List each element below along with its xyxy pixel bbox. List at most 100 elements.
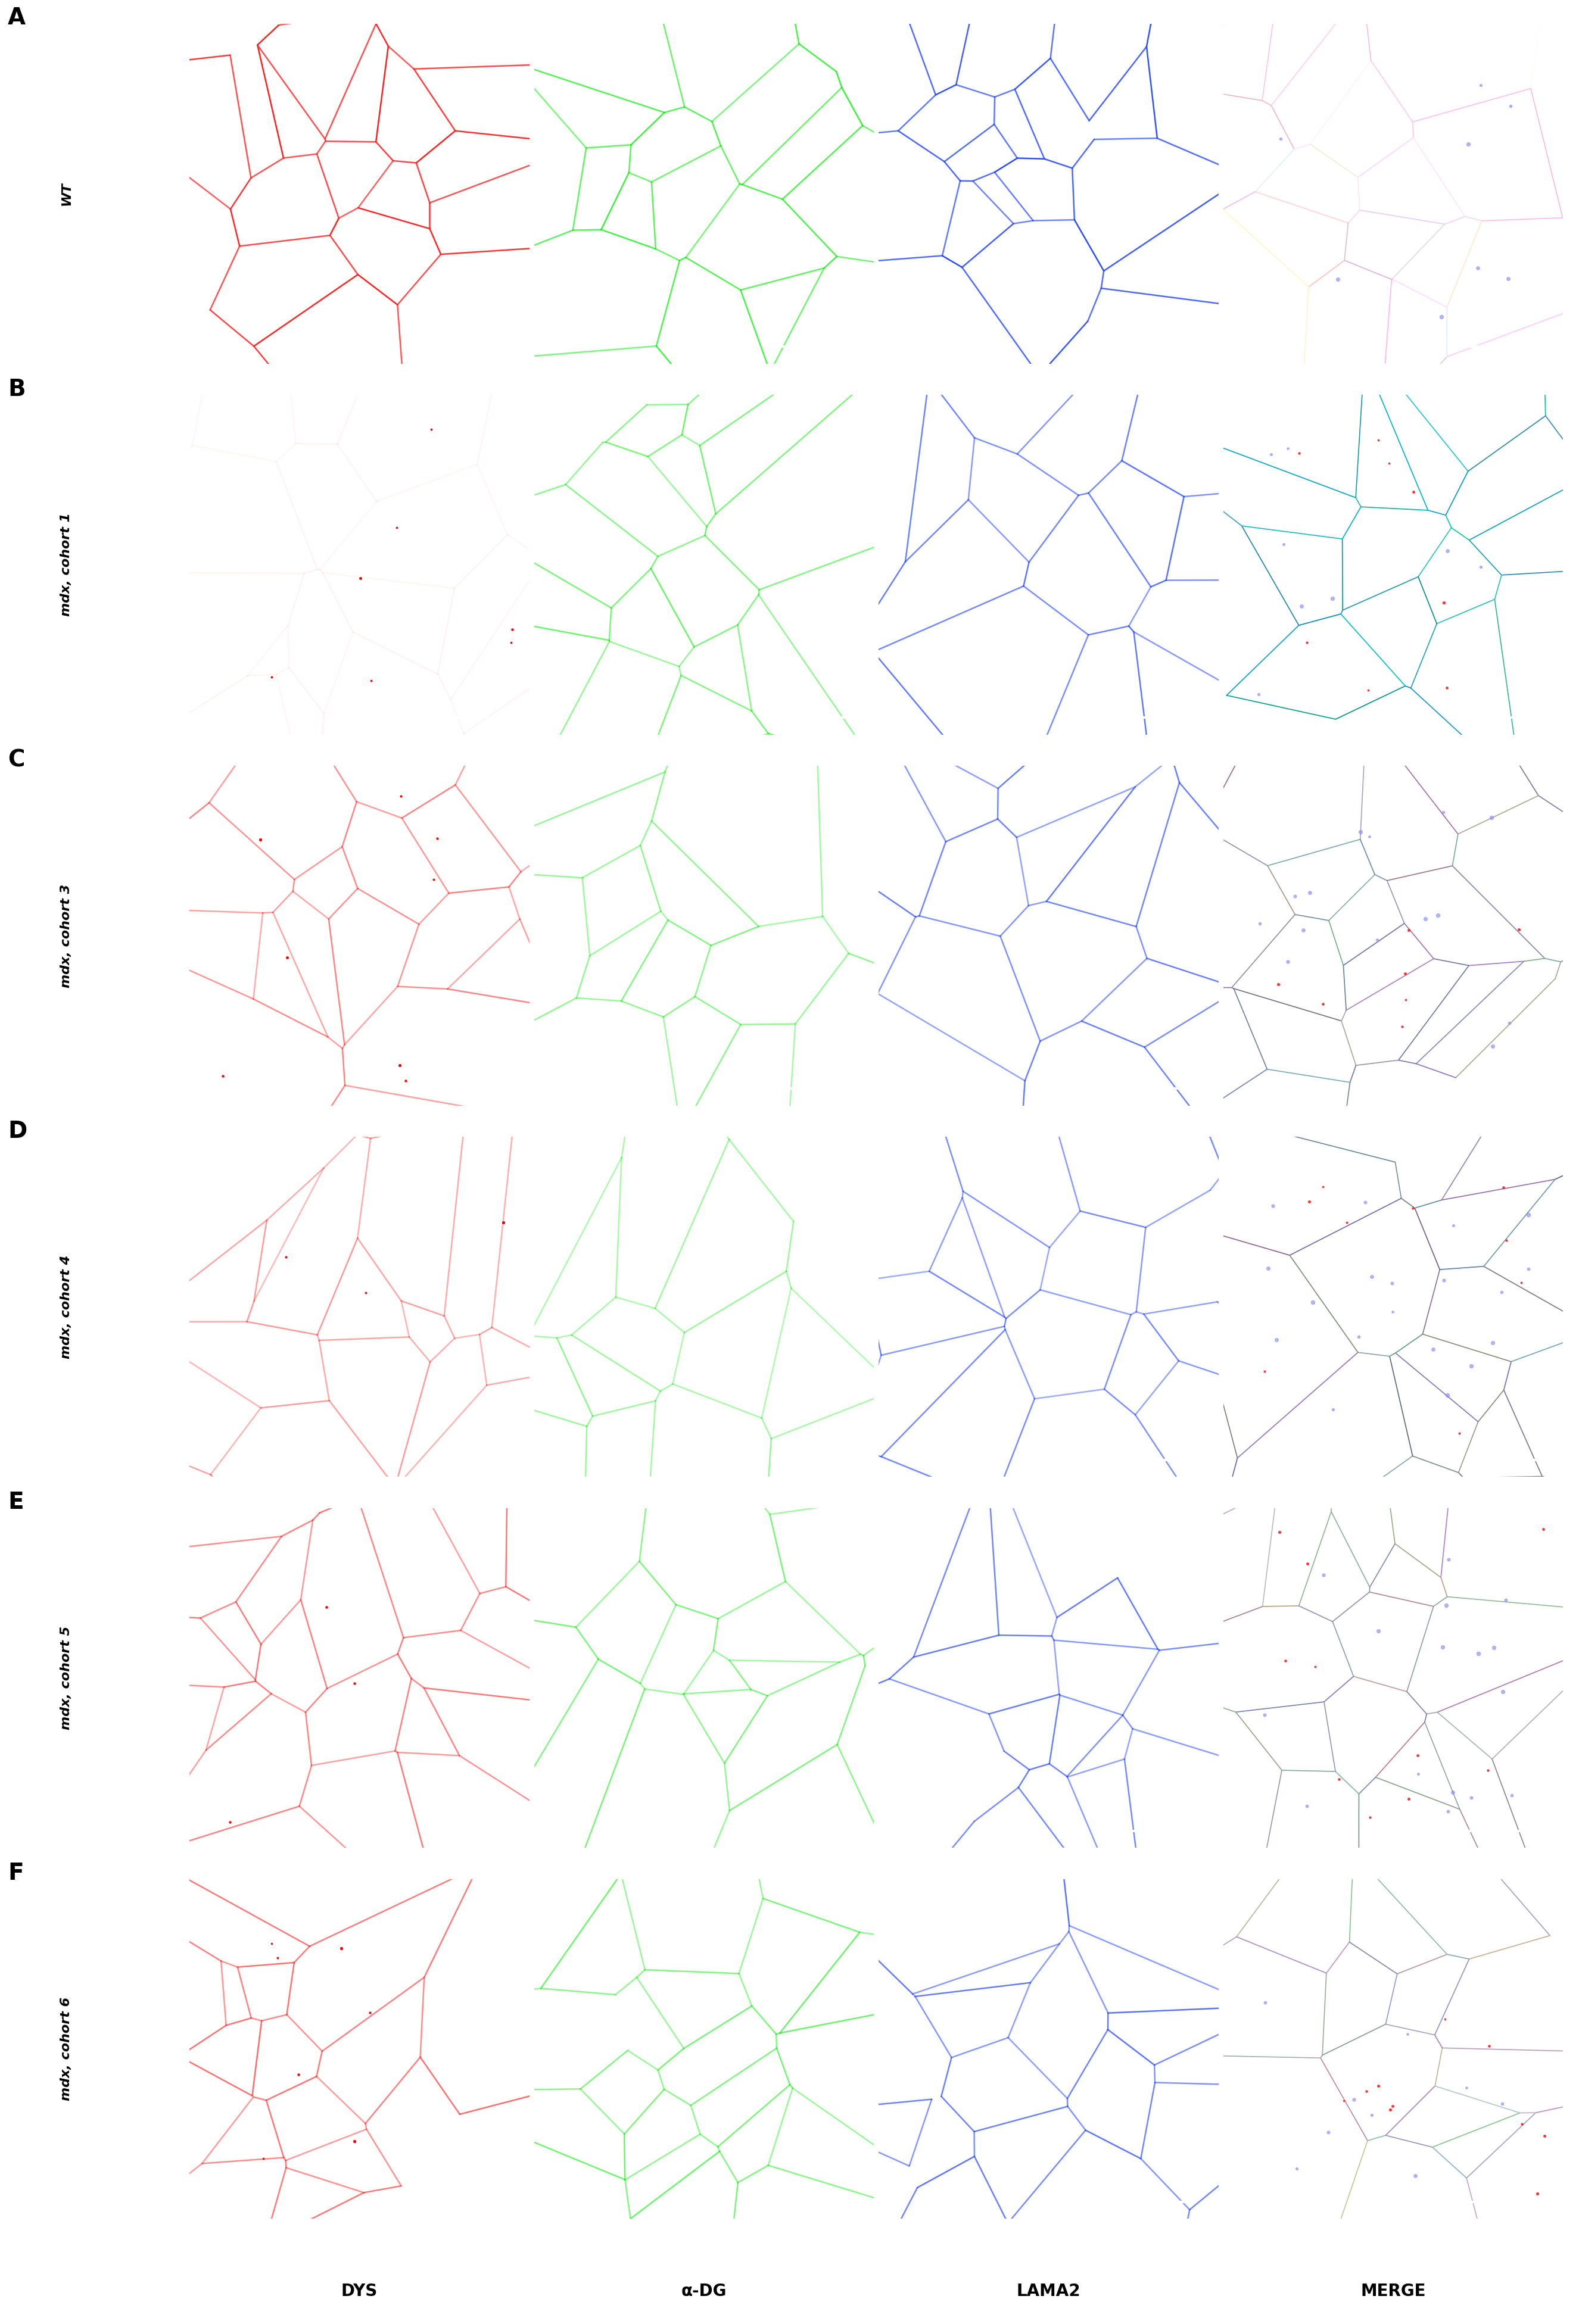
Point — [1405, 1736, 1431, 1773]
Point — [1266, 1513, 1292, 1550]
Point — [347, 560, 373, 597]
Point — [425, 820, 450, 858]
Point — [1468, 548, 1494, 586]
Point — [1405, 1755, 1431, 1792]
Point — [265, 1938, 291, 1975]
Point — [357, 1994, 382, 2031]
Point — [1394, 2015, 1420, 2052]
Point — [1401, 474, 1426, 511]
Point — [1396, 911, 1421, 948]
Point — [1459, 1348, 1484, 1385]
Point — [1393, 981, 1418, 1018]
Text: MERGE: MERGE — [1361, 2282, 1426, 2301]
Point — [1380, 1264, 1405, 1301]
Point — [1480, 1027, 1505, 1064]
Point — [1402, 2157, 1427, 2194]
Point — [1525, 2175, 1551, 2212]
Point — [358, 662, 384, 700]
Point — [1491, 1169, 1516, 1206]
Point — [1326, 1762, 1352, 1799]
Point — [1276, 430, 1301, 467]
Point — [1268, 121, 1293, 158]
Point — [1295, 623, 1320, 660]
Point — [1360, 1257, 1385, 1294]
Text: B: B — [8, 379, 25, 400]
Point — [1390, 1009, 1415, 1046]
Point — [1334, 1204, 1360, 1241]
Point — [1435, 1792, 1461, 1829]
Point — [1468, 67, 1494, 105]
Point — [1510, 2106, 1535, 2143]
Point — [1476, 2027, 1502, 2064]
Point — [1446, 1415, 1472, 1452]
Point — [1320, 581, 1345, 618]
Point — [1506, 911, 1532, 948]
Point — [384, 509, 409, 546]
Point — [1424, 897, 1450, 934]
Point — [1303, 1648, 1328, 1685]
Point — [1247, 904, 1273, 941]
Text: F: F — [8, 1862, 24, 1885]
Point — [1480, 799, 1505, 837]
Point — [1287, 435, 1312, 472]
Point — [1284, 2150, 1309, 2187]
Point — [1434, 1587, 1459, 1624]
Point — [1246, 676, 1271, 713]
Point — [1489, 2085, 1514, 2122]
Point — [251, 2140, 276, 2178]
Point — [1396, 1780, 1421, 1817]
Point — [422, 860, 447, 897]
Point — [1413, 899, 1438, 937]
Text: mdx, cohort 3: mdx, cohort 3 — [60, 883, 73, 988]
Point — [259, 1924, 284, 1961]
Point — [1355, 672, 1380, 709]
Text: α-DG: α-DG — [681, 2282, 726, 2301]
Point — [1311, 1169, 1336, 1206]
Point — [1530, 1511, 1555, 1548]
Point — [1498, 88, 1524, 125]
Text: DYS: DYS — [341, 2282, 377, 2301]
Point — [343, 1664, 368, 1701]
Point — [1532, 2117, 1557, 2154]
Text: C: C — [8, 748, 25, 772]
Point — [314, 1590, 339, 1627]
Point — [354, 1274, 379, 1311]
Point — [1296, 1183, 1322, 1220]
Point — [1442, 1206, 1467, 1243]
Point — [1353, 1183, 1378, 1220]
Point — [1347, 1318, 1372, 1355]
Point — [1296, 874, 1322, 911]
Point — [1465, 249, 1491, 286]
Text: LAMA2: LAMA2 — [1017, 2282, 1080, 2301]
Point — [1431, 1262, 1456, 1299]
Text: D: D — [8, 1120, 27, 1143]
Point — [1288, 588, 1314, 625]
Point — [1325, 260, 1350, 297]
Point — [1331, 2082, 1356, 2119]
Point — [273, 1239, 298, 1276]
Point — [1494, 1222, 1519, 1260]
Text: mdx, cohort 6: mdx, cohort 6 — [60, 1996, 73, 2101]
Point — [1348, 813, 1374, 851]
Point — [1300, 1283, 1325, 1320]
Point — [343, 2122, 368, 2159]
Point — [1431, 1629, 1456, 1666]
Point — [1516, 1197, 1541, 1234]
Text: mdx, cohort 5: mdx, cohort 5 — [60, 1627, 73, 1729]
Point — [218, 1803, 243, 1841]
Point — [1497, 1004, 1522, 1041]
Point — [1290, 911, 1315, 948]
Point — [1429, 297, 1454, 335]
Point — [1295, 1545, 1320, 1583]
Point — [1454, 2068, 1480, 2106]
Text: A: A — [8, 7, 25, 30]
Point — [1252, 1353, 1277, 1390]
Point — [1465, 1634, 1491, 1671]
Point — [259, 658, 284, 695]
Point — [1481, 1629, 1506, 1666]
Point — [1508, 1264, 1533, 1301]
Point — [1260, 1188, 1285, 1225]
Point — [1432, 2001, 1457, 2038]
Point — [1266, 967, 1292, 1004]
Point — [1353, 2073, 1378, 2110]
